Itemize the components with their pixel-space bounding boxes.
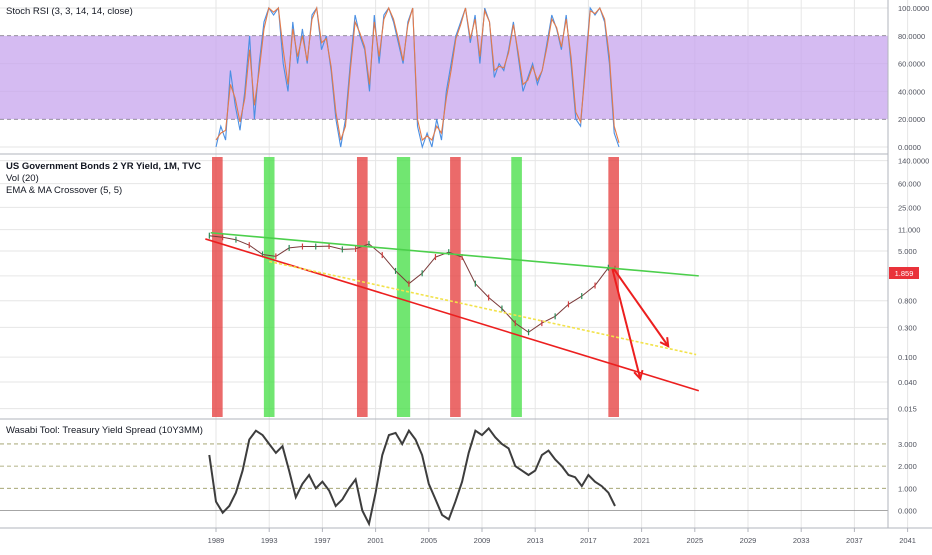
price-line <box>209 235 616 333</box>
price-y-tick-label: 0.100 <box>898 353 917 362</box>
rsi-y-tick-label: 20.0000 <box>898 115 925 124</box>
overlay-layer <box>205 231 700 392</box>
price-y-tick-label: 60.000 <box>898 180 921 189</box>
signal-band-red <box>608 157 619 417</box>
price-y-tick-label: 0.015 <box>898 405 917 414</box>
price-y-tick-label: 0.800 <box>898 297 917 306</box>
forecast-arrow-shaft[interactable] <box>612 268 670 347</box>
price-y-tick-label: 11.000 <box>898 226 920 235</box>
spread-y-tick-label: 3.000 <box>898 440 917 449</box>
signal-band-red <box>450 157 461 417</box>
indicator-ema-label: EMA & MA Crossover (5, 5) <box>6 185 122 196</box>
rsi-y-tick-label: 60.0000 <box>898 60 925 69</box>
price-pane-title: US Government Bonds 2 YR Yield, 1M, TVC <box>6 161 201 172</box>
last-value-label: 1.859 <box>895 269 914 278</box>
price-y-tick-label: 25.000 <box>898 203 921 212</box>
x-tick-label: 2041 <box>899 536 916 545</box>
forecast-arrow-shaft[interactable] <box>611 268 642 380</box>
rsi-series-line-1 <box>215 6 620 149</box>
rsi-y-tick-label: 80.0000 <box>898 32 925 41</box>
forecast-arrow-head <box>633 369 644 381</box>
signal-band-green <box>263 157 275 417</box>
trend-line-green[interactable] <box>210 231 699 277</box>
trend-line-yellow[interactable] <box>269 260 697 356</box>
x-tick-label: 2013 <box>527 536 544 545</box>
x-tick-label: 2001 <box>367 536 384 545</box>
last-value-tag <box>889 267 919 279</box>
spread-series-line <box>208 426 616 527</box>
x-tick-label: 2021 <box>633 536 650 545</box>
x-tick-label: 2009 <box>474 536 491 545</box>
spread-y-tick-label: 1.000 <box>898 484 917 493</box>
x-tick-label: 2033 <box>793 536 810 545</box>
spread-y-tick-label: 0.000 <box>898 506 917 515</box>
x-tick-label: 2025 <box>686 536 703 545</box>
price-y-tick-label: 0.040 <box>898 378 917 387</box>
trend-line-red[interactable] <box>205 238 700 392</box>
spread-y-tick-label: 2.000 <box>898 462 917 471</box>
x-tick-label: 2029 <box>740 536 757 545</box>
rsi-y-tick-label: 40.0000 <box>898 87 925 96</box>
rsi-y-tick-label: 0.0000 <box>898 143 921 152</box>
rsi-band <box>0 35 888 120</box>
stoch-rsi-title: Stoch RSI (3, 3, 14, 14, close) <box>6 6 133 17</box>
spread-pane-title: Wasabi Tool: Treasury Yield Spread (10Y3… <box>6 425 203 436</box>
rsi-y-tick-label: 100.0000 <box>898 4 929 13</box>
signal-band-green <box>396 157 411 417</box>
x-tick-label: 2005 <box>420 536 437 545</box>
x-tick-label: 1989 <box>208 536 225 545</box>
x-tick-label: 1997 <box>314 536 331 545</box>
price-y-tick-label: 5.000 <box>898 247 917 256</box>
x-tick-label: 1993 <box>261 536 278 545</box>
price-y-tick-label: 0.300 <box>898 323 917 332</box>
rsi-series-line-2 <box>215 5 620 143</box>
forecast-arrow-head <box>659 337 670 348</box>
rsi-band-layer <box>0 35 888 120</box>
signal-band-green <box>511 157 522 417</box>
price-y-tick-label: 140.0000 <box>898 157 929 166</box>
x-tick-label: 2037 <box>846 536 863 545</box>
x-tick-label: 2017 <box>580 536 597 545</box>
signal-band-red <box>212 157 223 417</box>
indicator-vol-label: Vol (20) <box>6 173 39 184</box>
